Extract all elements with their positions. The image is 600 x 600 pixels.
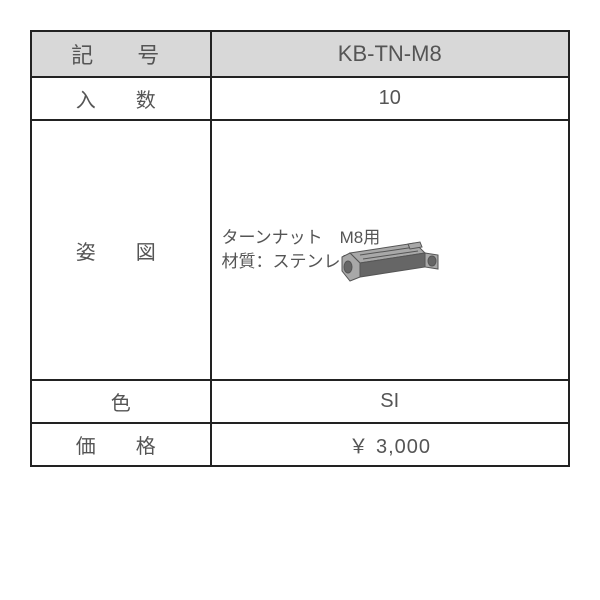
table-row-figure: 姿 図 ターンナット M8用 材質：ステンレス (31, 120, 569, 380)
label-color: 色 (31, 380, 211, 423)
table-row-code: 記 号 KB-TN-M8 (31, 31, 569, 77)
value-price: ￥ 3,000 (211, 423, 570, 466)
table-row-quantity: 入 数 10 (31, 77, 569, 120)
table-row-price: 価 格 ￥ 3,000 (31, 423, 569, 466)
label-code: 記 号 (31, 31, 211, 77)
label-price: 価 格 (31, 423, 211, 466)
table-row-color: 色 SI (31, 380, 569, 423)
value-color: SI (211, 380, 570, 423)
product-spec-table: 記 号 KB-TN-M8 入 数 10 姿 図 ターンナット M8用 材質：ステ… (30, 30, 570, 467)
figure-container: ターンナット M8用 材質：ステンレス (211, 120, 570, 380)
label-quantity: 入 数 (31, 77, 211, 120)
label-figure: 姿 図 (31, 120, 211, 380)
value-code: KB-TN-M8 (211, 31, 570, 77)
part-illustration (330, 225, 450, 301)
value-quantity: 10 (211, 77, 570, 120)
